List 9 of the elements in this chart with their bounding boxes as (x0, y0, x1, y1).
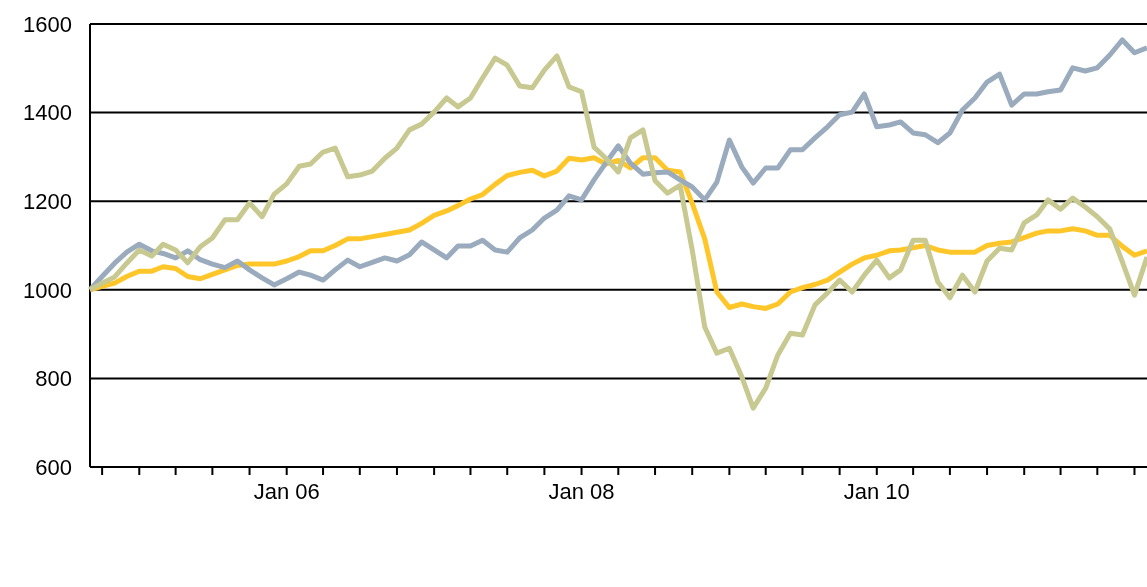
y-tick-label: 1200 (23, 188, 72, 214)
y-tick-label: 1400 (23, 100, 72, 126)
y-tick-label: 600 (35, 454, 72, 480)
x-tick-label: Jan 10 (843, 479, 910, 504)
x-tick-label: Jan 06 (253, 479, 320, 504)
x-tick-label: Jan 08 (548, 479, 615, 504)
y-tick-label: 800 (35, 366, 72, 392)
y-tick-label: 1000 (23, 277, 72, 303)
y-tick-label: 1600 (23, 11, 72, 37)
